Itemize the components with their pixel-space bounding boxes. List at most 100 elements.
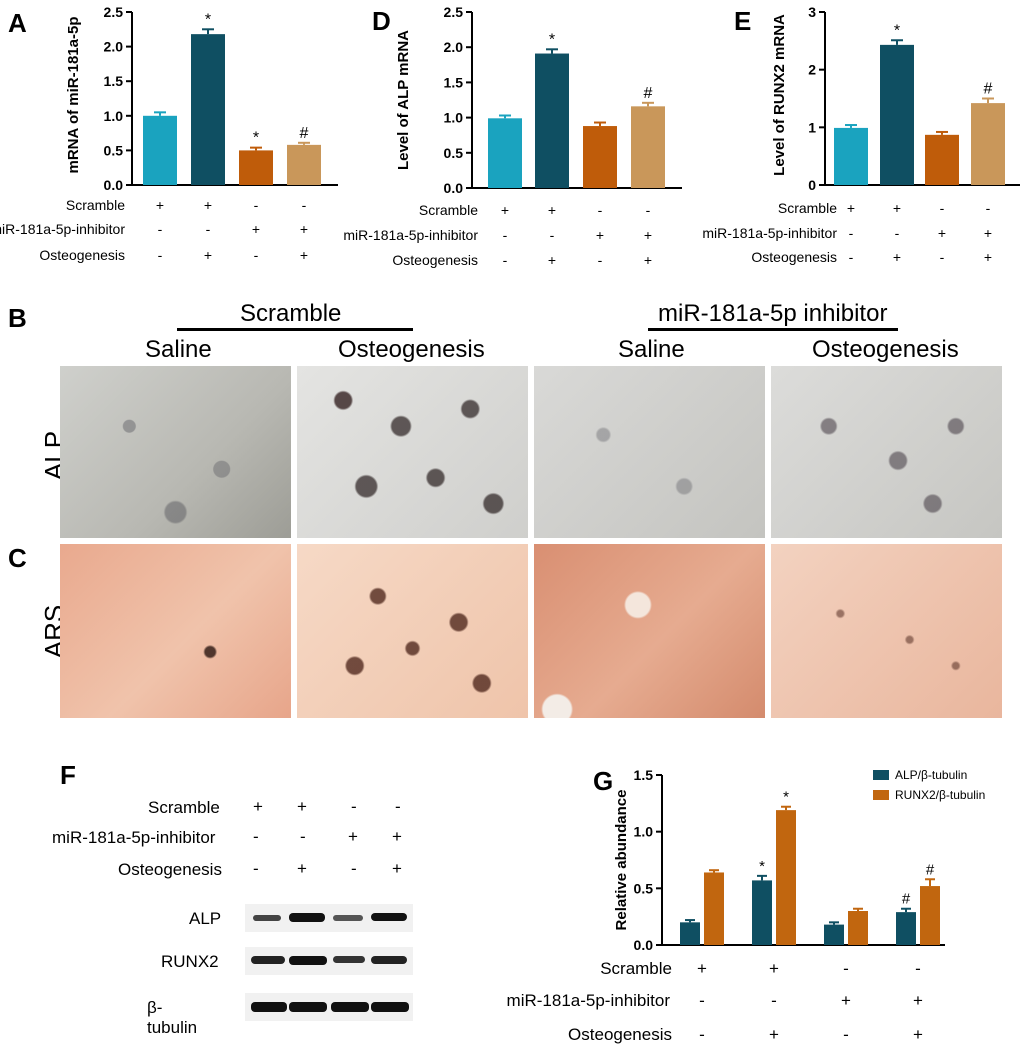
- legend-swatch: [873, 770, 889, 780]
- condition-row-label: Osteogenesis: [568, 1025, 672, 1044]
- condition-row-label: Scramble: [66, 197, 125, 213]
- y-tick-label: 1.5: [444, 74, 464, 90]
- y-tick-label: 2.0: [444, 39, 464, 55]
- condition-sign: +: [300, 247, 308, 263]
- condition-sign: +: [300, 221, 308, 237]
- y-tick-label: 1.0: [634, 824, 654, 840]
- f-sign-inhibitor-2: -: [300, 827, 306, 846]
- panel-label-b: B: [8, 303, 27, 333]
- blot-band: [371, 956, 407, 964]
- blot-strip-alp: [245, 904, 413, 932]
- f-sign-inhibitor-4: +: [392, 827, 402, 846]
- significance-mark: #: [300, 125, 309, 142]
- col-label-4: Osteogenesis: [812, 336, 959, 363]
- condition-sign: -: [598, 252, 603, 268]
- significance-mark: *: [894, 22, 900, 39]
- bar: [488, 118, 522, 188]
- blot-band: [333, 915, 363, 921]
- bar: [834, 127, 868, 185]
- y-axis-label: Level of RUNX2 mRNA: [771, 14, 788, 176]
- blot-band: [289, 956, 327, 965]
- condition-sign: +: [548, 202, 556, 218]
- f-sign-osteo-1: -: [253, 859, 259, 878]
- blot-band: [331, 1002, 369, 1012]
- condition-sign: +: [501, 202, 509, 218]
- significance-mark: #: [926, 861, 935, 878]
- condition-sign: +: [893, 249, 901, 265]
- blot-label-alp: ALP: [189, 909, 222, 928]
- y-tick-label: 2.0: [104, 39, 124, 55]
- condition-sign: +: [913, 1025, 923, 1044]
- blot-band: [371, 913, 407, 921]
- condition-sign: +: [204, 197, 212, 213]
- f-row-label-osteogenesis: Osteogenesis: [118, 860, 222, 879]
- f-row-label-scramble: Scramble: [148, 798, 220, 817]
- y-tick-label: 0.5: [104, 142, 124, 158]
- micrograph-alp-scramble-saline: [60, 366, 291, 538]
- bar: [143, 115, 177, 185]
- y-tick-label: 1.0: [444, 110, 464, 126]
- blot-band: [289, 1002, 327, 1012]
- condition-row-label: Osteogenesis: [39, 247, 125, 263]
- y-tick-label: 2: [808, 62, 816, 78]
- condition-row-label: Scramble: [778, 200, 837, 216]
- condition-sign: +: [984, 225, 992, 241]
- condition-sign: +: [644, 252, 652, 268]
- panel-label-f: F: [60, 760, 76, 790]
- bar: [896, 912, 916, 945]
- f-sign-scramble-3: -: [351, 797, 357, 816]
- bar: [824, 924, 844, 945]
- group-underline-inhibitor: [648, 328, 898, 331]
- bar: [752, 880, 772, 945]
- y-tick-label: 0.0: [104, 177, 124, 193]
- condition-sign: -: [699, 1025, 705, 1044]
- bar: [925, 134, 959, 185]
- legend-swatch: [873, 790, 889, 800]
- blot-band: [371, 1002, 409, 1012]
- blot-strip-tubulin: [245, 993, 413, 1021]
- significance-mark: *: [783, 789, 789, 806]
- significance-mark: *: [759, 858, 765, 875]
- significance-mark: #: [984, 81, 993, 98]
- col-label-2: Osteogenesis: [338, 336, 485, 363]
- condition-row-label: Osteogenesis: [751, 249, 837, 265]
- condition-sign: +: [697, 959, 707, 978]
- micrograph-alp-scramble-osteogenesis: [297, 366, 528, 538]
- micrograph-ars-scramble-saline: [60, 544, 291, 718]
- condition-sign: -: [895, 225, 900, 241]
- y-tick-label: 2.5: [444, 4, 464, 20]
- condition-row-label: miR-181a-5p-inhibitor: [343, 227, 478, 243]
- y-tick-label: 0.5: [634, 880, 654, 896]
- condition-sign: +: [548, 252, 556, 268]
- bar: [191, 34, 225, 186]
- condition-sign: +: [847, 200, 855, 216]
- blot-label-tubulin: β-tubulin: [147, 998, 198, 1037]
- blot-band: [251, 956, 285, 964]
- y-tick-label: 1.5: [634, 767, 654, 783]
- f-sign-osteo-3: -: [351, 859, 357, 878]
- significance-mark: *: [205, 11, 211, 28]
- condition-sign: -: [302, 197, 307, 213]
- panel-label-e: E: [734, 6, 752, 36]
- condition-sign: -: [158, 247, 163, 263]
- condition-row-label: miR-181a-5p-inhibitor: [702, 225, 837, 241]
- y-axis-label: Level of ALP mRNA: [395, 30, 412, 170]
- condition-sign: +: [938, 225, 946, 241]
- bar: [287, 144, 321, 185]
- blot-strip-runx2: [245, 947, 413, 975]
- legend-label: RUNX2/β-tubulin: [895, 788, 985, 802]
- condition-sign: +: [984, 249, 992, 265]
- y-tick-label: 0.0: [634, 937, 654, 953]
- condition-row-label: miR-181a-5p-inhibitor: [0, 221, 125, 237]
- condition-sign: -: [849, 249, 854, 265]
- f-sign-scramble-4: -: [395, 797, 401, 816]
- condition-sign: -: [646, 202, 651, 218]
- condition-sign: +: [769, 1025, 779, 1044]
- y-tick-label: 1.5: [104, 73, 124, 89]
- condition-sign: -: [843, 959, 849, 978]
- condition-sign: +: [596, 227, 604, 243]
- condition-sign: +: [769, 959, 779, 978]
- condition-sign: -: [503, 227, 508, 243]
- blot-band: [333, 956, 365, 963]
